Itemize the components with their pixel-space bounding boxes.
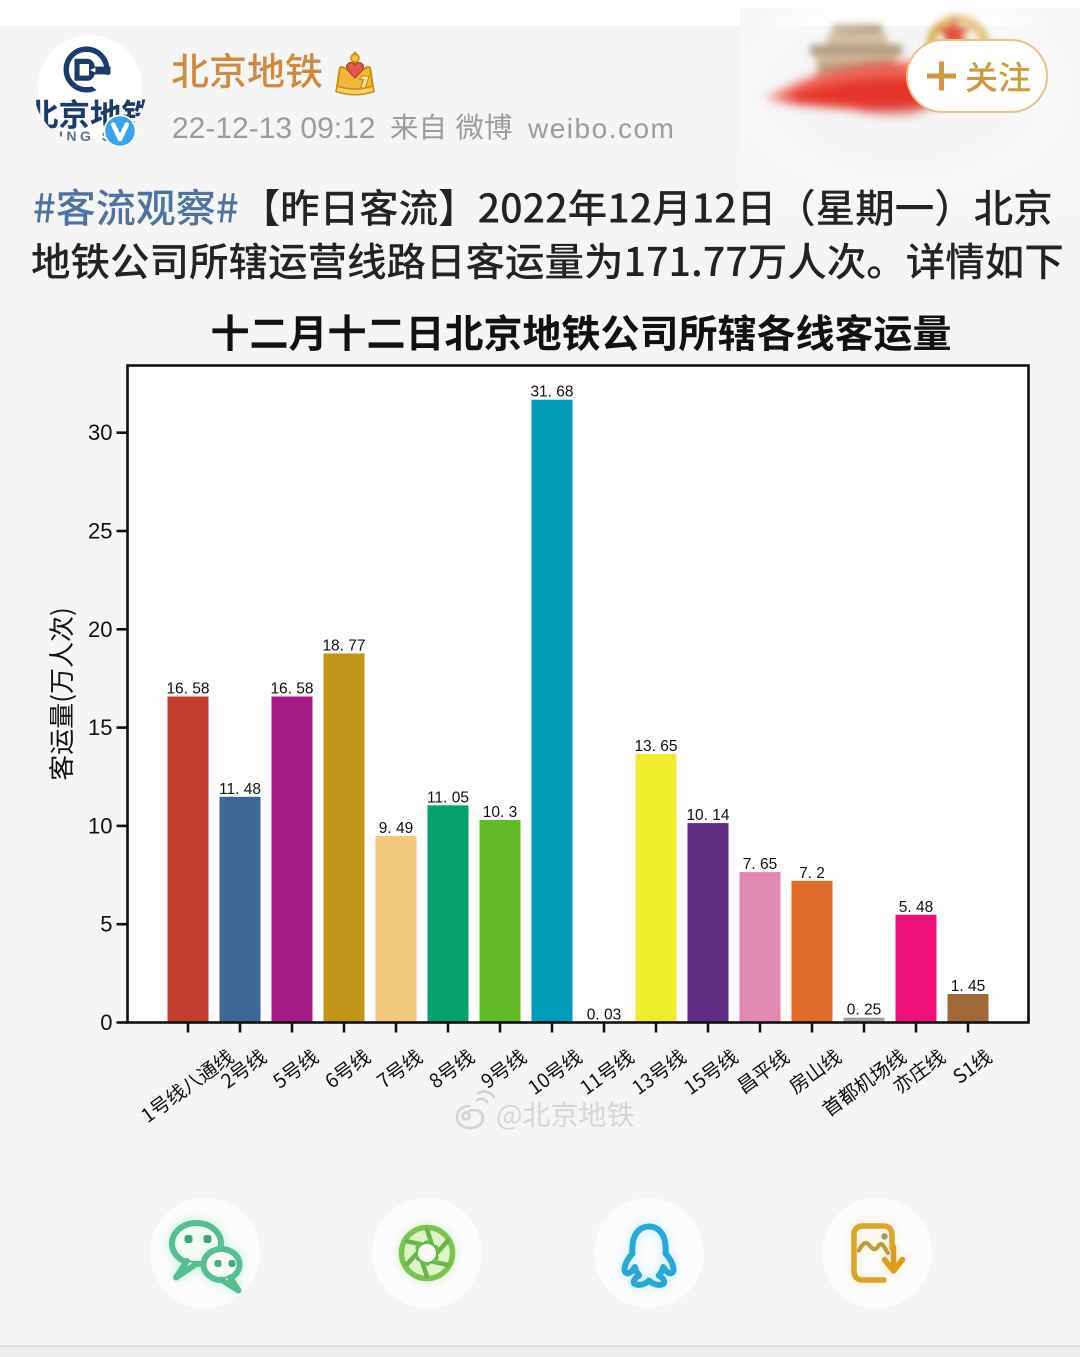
svg-text:5. 48: 5. 48 xyxy=(899,899,933,916)
svg-text:10: 10 xyxy=(88,813,112,838)
svg-text:0. 03: 0. 03 xyxy=(587,1007,621,1024)
svg-text:15: 15 xyxy=(88,715,112,740)
svg-text:0. 25: 0. 25 xyxy=(847,1002,881,1019)
svg-text:31. 68: 31. 68 xyxy=(530,384,573,401)
svg-text:0: 0 xyxy=(100,1010,112,1035)
svg-text:18. 77: 18. 77 xyxy=(322,638,365,655)
svg-text:5: 5 xyxy=(100,912,112,937)
svg-text:25: 25 xyxy=(88,519,112,544)
svg-text:10. 14: 10. 14 xyxy=(686,807,729,824)
svg-text:10. 3: 10. 3 xyxy=(483,804,517,821)
svg-text:weibo.com: weibo.com xyxy=(527,113,675,144)
svg-text:1. 45: 1. 45 xyxy=(951,978,985,995)
svg-text:22-12-13 09:12: 22-12-13 09:12 xyxy=(172,112,376,145)
svg-text:16. 58: 16. 58 xyxy=(270,681,313,698)
svg-text:7. 2: 7. 2 xyxy=(799,865,825,882)
svg-text:20: 20 xyxy=(88,617,112,642)
svg-text:11. 48: 11. 48 xyxy=(219,781,261,798)
svg-text:7. 65: 7. 65 xyxy=(743,856,777,873)
svg-text:11. 05: 11. 05 xyxy=(427,789,469,806)
svg-text:30: 30 xyxy=(88,420,112,445)
svg-text:13. 65: 13. 65 xyxy=(634,738,677,755)
svg-text:9. 49: 9. 49 xyxy=(379,820,413,837)
svg-text:16. 58: 16. 58 xyxy=(166,681,209,698)
